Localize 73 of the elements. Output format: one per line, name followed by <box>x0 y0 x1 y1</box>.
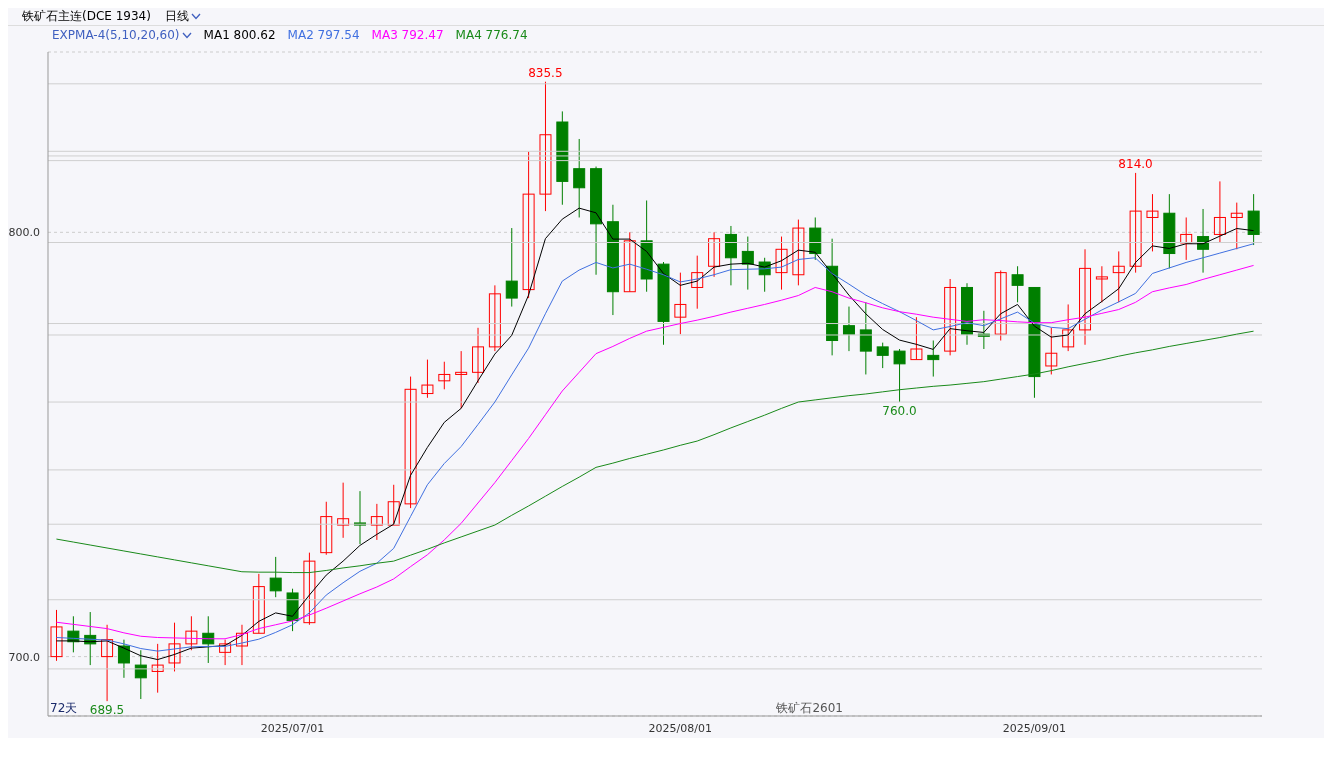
candlestick <box>539 81 552 212</box>
candlestick <box>1247 193 1260 246</box>
annotation: 72天 <box>50 701 78 715</box>
candlestick <box>927 340 940 378</box>
text: MA4 776.74 <box>455 28 528 42</box>
x-tick-label: 2025/09/01 <box>1002 721 1067 735</box>
candlestick <box>944 278 957 356</box>
candlestick <box>320 501 333 556</box>
candlestick <box>691 255 704 310</box>
candlestick <box>674 272 687 335</box>
legend-title: EXPMA-4(5,10,20,60) <box>52 28 181 42</box>
candlestick <box>994 270 1007 342</box>
candlestick <box>741 236 754 291</box>
candlestick <box>775 236 788 291</box>
candlestick <box>438 361 451 390</box>
candlestick <box>117 639 130 679</box>
x-tick-label: 2025/07/01 <box>260 721 325 735</box>
annotation: 814.0 <box>1118 156 1153 171</box>
candlestick <box>404 376 417 509</box>
candlestick <box>1180 216 1193 261</box>
candlestick <box>724 225 737 286</box>
candlestick <box>1011 265 1024 303</box>
candlestick <box>185 615 198 651</box>
candlestick <box>573 138 586 218</box>
annotation: 835.5 <box>528 65 563 80</box>
candlestick <box>1045 327 1058 375</box>
candlestick <box>522 151 535 299</box>
candlestick <box>505 227 518 308</box>
candlestick <box>1095 265 1108 303</box>
annotation: 760.0 <box>882 404 917 419</box>
candlestick <box>370 503 383 541</box>
candlestick <box>472 327 485 384</box>
candlestick <box>708 231 721 278</box>
candlestick <box>1079 248 1092 346</box>
candlestick <box>337 482 350 539</box>
candlestick <box>859 301 872 375</box>
candlestick <box>151 643 164 694</box>
candlestick <box>303 552 316 626</box>
candlestick <box>252 573 265 634</box>
text: MA3 792.47 <box>371 28 444 42</box>
x-tick-label: 2025/08/01 <box>648 721 712 735</box>
candlestick <box>876 342 889 369</box>
candlestick <box>792 219 805 286</box>
candlestick <box>387 484 400 526</box>
candlestick <box>168 622 181 672</box>
text: MA2 797.54 <box>287 28 360 42</box>
annotation: 铁矿石2601 <box>775 701 843 715</box>
line-series <box>55 330 1255 574</box>
candlestick <box>910 316 923 361</box>
text: MA1 800.62 <box>203 28 276 42</box>
chart-subtitle: 日线 <box>164 8 190 25</box>
annotation: 689.5 <box>89 703 125 718</box>
candlestick <box>1146 193 1159 252</box>
chart-title: 铁矿石主连(DCE 1934) <box>22 8 151 25</box>
candlestick <box>50 609 63 662</box>
candlestick <box>623 231 636 293</box>
candlestick <box>842 306 855 352</box>
candlestick <box>269 556 282 598</box>
y-tick-label: 700.0 <box>8 650 40 664</box>
candlestick <box>1129 172 1142 274</box>
y-tick-label: 800.0 <box>8 226 40 240</box>
candlestick <box>455 350 468 409</box>
candlestick <box>1213 180 1226 244</box>
candlestick <box>219 639 232 666</box>
candlestick <box>101 624 114 702</box>
candlestick <box>421 359 434 399</box>
candlestick <box>488 284 501 352</box>
candlestick <box>1230 202 1243 250</box>
candlestick <box>1112 250 1125 303</box>
candlestick <box>202 615 215 664</box>
candlestick <box>893 348 906 403</box>
candlestick <box>235 624 248 666</box>
candlestick <box>1062 303 1075 352</box>
